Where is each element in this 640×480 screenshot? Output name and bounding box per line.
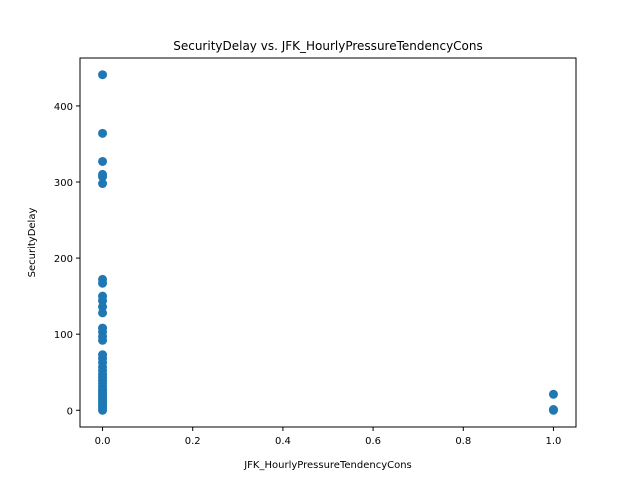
data-point <box>98 335 108 345</box>
y-tick-label: 400 <box>54 102 73 113</box>
data-point <box>98 156 108 166</box>
x-tick-label: 0.0 <box>95 436 111 447</box>
data-point <box>98 70 108 80</box>
x-tick-label: 0.8 <box>455 436 471 447</box>
data-point <box>98 128 108 138</box>
x-axis-ticks: 0.0 0.2 0.4 0.6 0.8 1.0 <box>95 427 562 447</box>
y-tick-label: 100 <box>54 330 73 341</box>
y-tick-label: 200 <box>54 254 73 265</box>
x-tick-label: 0.4 <box>275 436 291 447</box>
x-axis-label: JFK_HourlyPressureTendencyCons <box>243 460 412 471</box>
y-tick-label: 0 <box>67 406 73 417</box>
data-point <box>98 278 108 288</box>
x-tick-label: 0.6 <box>365 436 381 447</box>
data-point <box>548 405 558 415</box>
data-point <box>98 308 108 318</box>
data-point <box>98 405 108 415</box>
data-point <box>98 179 108 189</box>
data-point <box>548 389 558 399</box>
data-point <box>98 172 108 182</box>
x-tick-label: 0.2 <box>185 436 201 447</box>
y-axis-ticks: 0 100 200 300 400 <box>54 102 80 417</box>
data-points <box>98 70 558 415</box>
y-axis-label: SecurityDelay <box>27 208 38 278</box>
x-tick-label: 1.0 <box>546 436 562 447</box>
chart-title: SecurityDelay vs. JFK_HourlyPressureTend… <box>173 39 483 53</box>
plot-frame <box>79 57 577 428</box>
y-tick-label: 300 <box>54 178 73 189</box>
